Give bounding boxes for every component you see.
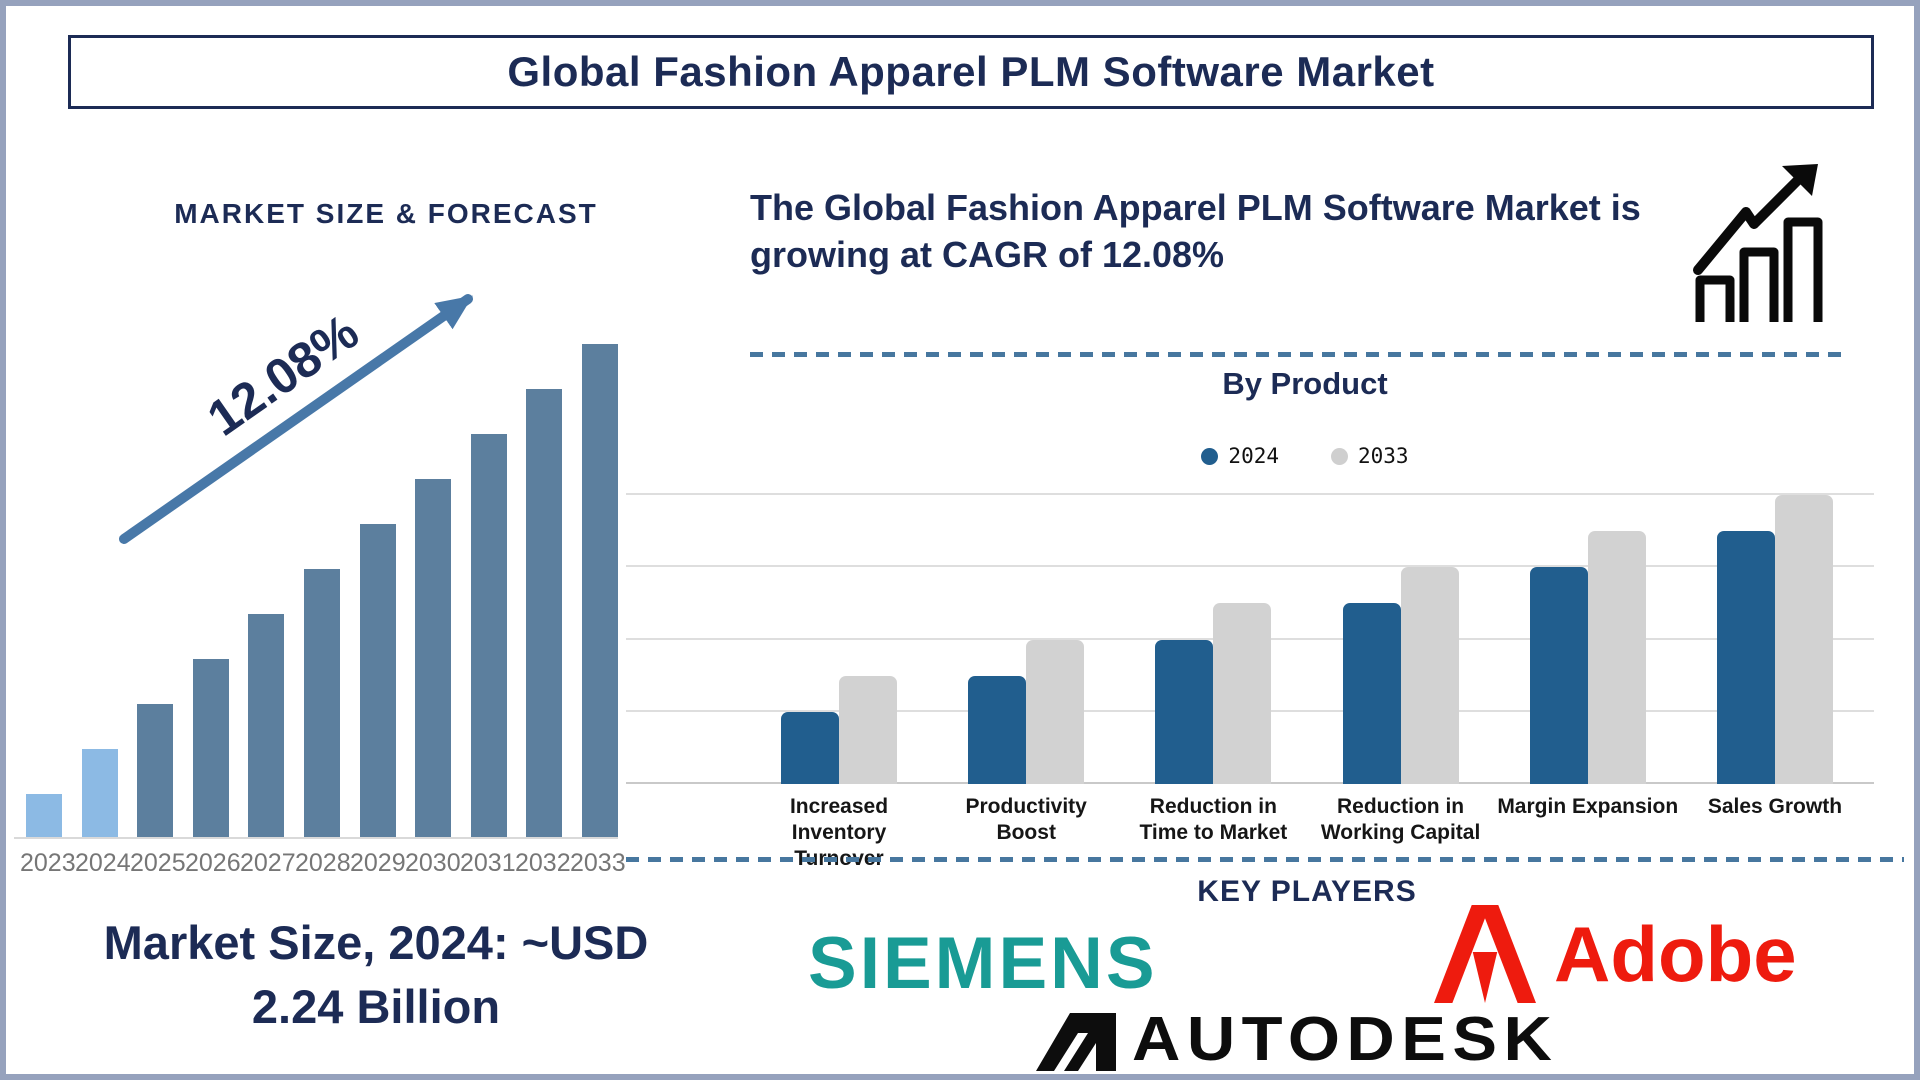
forecast-bar-2024 (81, 749, 118, 839)
forecast-year-label: 2031 (460, 849, 516, 877)
product-bar-2024 (1342, 603, 1401, 784)
forecast-year-label: 2028 (295, 849, 351, 877)
product-bar-2033 (1213, 603, 1272, 784)
product-bar-2033 (1400, 567, 1459, 784)
forecast-bar-2028 (303, 569, 340, 839)
product-group (1497, 493, 1679, 784)
gridline (626, 493, 1874, 495)
forecast-year-label: 2023 (20, 849, 76, 877)
forecast-bar-2029 (359, 524, 396, 839)
forecast-bar-2027 (248, 614, 285, 839)
adobe-wordmark: Adobe (1554, 910, 1797, 998)
forecast-year-label: 2025 (130, 849, 186, 877)
forecast-bar-2033 (581, 344, 618, 839)
page-title: Global Fashion Apparel PLM Software Mark… (507, 48, 1435, 95)
forecast-bars (26, 344, 618, 839)
legend-item: 2033 (1331, 444, 1409, 468)
legend-item: 2024 (1201, 444, 1279, 468)
forecast-bar-2023 (26, 794, 62, 839)
product-category-label: Productivity Boost (965, 795, 1087, 844)
growth-arrow-icon (119, 294, 473, 544)
product-category-label: Reduction in Working Capital (1320, 795, 1481, 844)
adobe-logo: Adobe (1434, 904, 1797, 1004)
product-category-label: Sales Growth (1707, 795, 1843, 818)
forecast-bar-2031 (470, 434, 507, 839)
forecast-bar-2025 (137, 704, 174, 839)
siemens-logo: SIEMENS (808, 923, 1158, 1004)
adobe-a-icon (1434, 905, 1536, 1003)
forecast-years: 2023 2024 2025 2026 2027 2028 2029 2030 2031 2032… (20, 849, 626, 878)
forecast-bar-2032 (526, 389, 563, 839)
product-group (935, 493, 1117, 784)
forecast-year-label: 2026 (185, 849, 241, 877)
product-group (1684, 493, 1866, 784)
forecast-year-label: 2033 (570, 849, 626, 877)
product-bar-2033 (1026, 639, 1085, 784)
product-bar-2033 (1774, 495, 1833, 784)
by-product-title: By Product (1222, 366, 1388, 401)
forecast-chart-title: MARKET SIZE & FORECAST (174, 198, 598, 229)
dashed-divider-top (750, 352, 1850, 357)
market-size-note-line2: 2.24 Billion (251, 980, 501, 1033)
product-bars (748, 493, 1866, 784)
title-box: Global Fashion Apparel PLM Software Mark… (68, 35, 1874, 109)
product-bar-2024 (781, 711, 839, 784)
legend-label: 2024 (1228, 444, 1279, 468)
dashed-divider-bottom (626, 857, 1904, 862)
market-size-note-line1: Market Size, 2024: ~USD (103, 916, 649, 969)
growth-statement: The Global Fashion Apparel PLM Software … (750, 187, 1641, 275)
forecast-axis-line (14, 837, 618, 839)
forecast-year-label: 2029 (350, 849, 406, 877)
legend-dot (1331, 447, 1348, 465)
product-bar-2033 (1587, 531, 1646, 784)
forecast-year-label: 2027 (240, 849, 296, 877)
product-bar-2033 (839, 675, 897, 784)
product-group (1310, 493, 1492, 784)
forecast-year-label: 2032 (515, 849, 571, 877)
forecast-bar-2026 (192, 659, 229, 839)
autodesk-chevron-icon (1036, 1012, 1116, 1071)
autodesk-wordmark: AUTODESK (1132, 1005, 1559, 1074)
market-size-note: Market Size, 2024: ~USD 2.24 Billion (36, 911, 716, 1039)
product-category-label: Margin Expansion (1497, 795, 1679, 818)
product-bar-2024 (1529, 567, 1588, 784)
key-players-title: KEY PLAYERS (1197, 875, 1417, 908)
gridline (626, 565, 1874, 567)
bar-chart-rising-arrow-icon (1693, 164, 1823, 322)
product-category-label: Reduction in Time to Market (1139, 795, 1288, 844)
forecast-bar-2030 (415, 479, 452, 839)
product-bar-2024 (1155, 639, 1214, 784)
product-bar-2024 (968, 675, 1027, 784)
product-legend: 2024 2033 (746, 444, 1864, 468)
legend-label: 2033 (1358, 444, 1409, 468)
product-bar-2024 (1716, 531, 1775, 784)
product-group (748, 493, 930, 784)
forecast-year-label: 2030 (405, 849, 461, 877)
forecast-year-label: 2024 (75, 849, 131, 877)
autodesk-logo: AUTODESK (1034, 1004, 1552, 1074)
product-group (1122, 493, 1304, 784)
legend-dot (1201, 447, 1219, 465)
